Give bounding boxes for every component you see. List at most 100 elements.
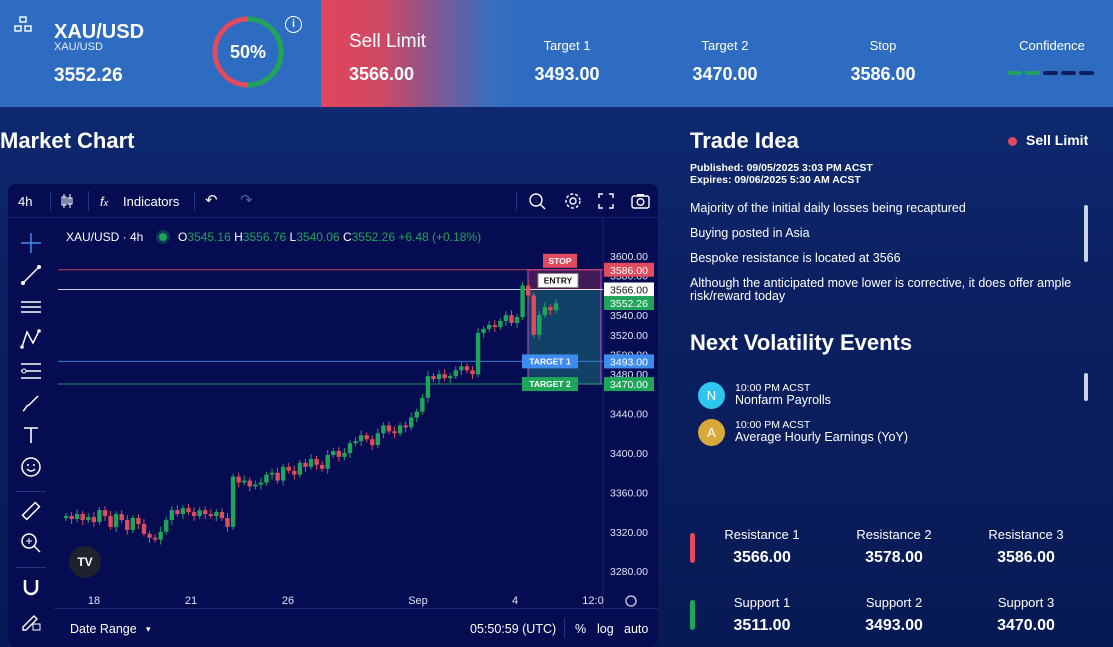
resistance-indicator <box>690 533 695 563</box>
support-3-label: Support 3 <box>997 595 1055 610</box>
signal-panel: Sell Limit 3566.00 Target 1 3493.00 Targ… <box>321 0 1112 107</box>
candle <box>108 516 113 527</box>
candle <box>241 480 247 483</box>
candle <box>336 451 342 457</box>
candle <box>386 425 392 432</box>
magnet-icon[interactable] <box>20 576 42 598</box>
trade-idea-point: Buying posted in Asia <box>690 226 810 240</box>
support-indicator <box>690 600 695 630</box>
candle <box>525 285 531 296</box>
price-axis-tag-label: 3493.00 <box>610 356 648 368</box>
open-label: O <box>178 230 188 244</box>
current-price: 3552.26 <box>54 65 123 86</box>
info-icon[interactable]: i <box>285 16 302 33</box>
price-axis-tag-label: 3470.00 <box>610 379 648 391</box>
tradingview-logo-icon[interactable]: TV <box>69 546 101 578</box>
toolbar-divider <box>16 491 46 492</box>
x-tick-label: Sep <box>408 595 428 607</box>
market-chart-heading: Market Chart <box>0 128 135 153</box>
candles-icon[interactable] <box>60 193 74 209</box>
candle <box>91 517 97 522</box>
expires-date: Expires: 09/06/2025 5:30 AM ACST <box>690 174 861 186</box>
candle <box>403 425 408 428</box>
candle <box>347 443 353 453</box>
close-label: C <box>342 230 352 244</box>
candle <box>97 510 102 522</box>
support-2-label: Support 2 <box>865 595 923 610</box>
quick-search-icon[interactable] <box>528 192 546 210</box>
signal-label: Sell Limit <box>349 31 427 52</box>
stop-label: Stop <box>869 38 897 53</box>
candle <box>486 324 492 329</box>
candle <box>219 512 225 519</box>
published-date: Published: 09/05/2025 3:03 PM ACST <box>690 162 873 174</box>
level-tag <box>522 354 578 369</box>
price-axis-tag <box>604 282 654 297</box>
confidence-meter <box>1007 71 1094 75</box>
log-toggle[interactable]: log <box>597 622 614 636</box>
support-2-value: 3493.00 <box>865 617 923 634</box>
candle <box>325 454 330 469</box>
price-chart[interactable]: 3600.003580.003560.003540.003520.003500.… <box>8 184 658 608</box>
event-badge-icon: A <box>698 419 725 446</box>
camera-icon[interactable] <box>631 193 650 209</box>
settings-gear-icon[interactable] <box>564 192 582 210</box>
resistance-2: Resistance 2 3578.00 <box>834 527 954 567</box>
indicators-icon[interactable]: fx <box>100 194 109 209</box>
candle <box>431 376 436 380</box>
candle <box>253 484 258 487</box>
parallel-lines-icon[interactable] <box>20 296 42 318</box>
event-badge-icon: N <box>698 382 725 409</box>
stop-value: 3586.00 <box>850 64 916 84</box>
undo-icon[interactable]: ↶ <box>205 192 218 209</box>
pattern-tool-icon[interactable] <box>20 328 42 350</box>
y-tick-label: 3320.00 <box>610 527 648 539</box>
lock-drawing-icon[interactable] <box>20 610 42 632</box>
indicators-button[interactable]: Indicators <box>123 194 180 209</box>
price-axis-tag <box>604 296 654 311</box>
candle <box>481 328 486 333</box>
level-tag <box>522 377 578 392</box>
high-value: 3556.76 <box>242 230 287 244</box>
zoom-in-icon[interactable] <box>20 532 42 554</box>
crosshair-icon[interactable] <box>20 232 42 254</box>
volatility-scrollbar[interactable] <box>1084 373 1088 401</box>
trade-status: Sell Limit <box>1026 132 1089 148</box>
event-name: Nonfarm Payrolls <box>735 393 831 407</box>
high-label: H <box>234 230 243 244</box>
emoji-icon[interactable] <box>20 456 42 478</box>
event-time: 10:00 PM ACST <box>735 419 811 431</box>
brush-icon[interactable] <box>20 392 42 414</box>
trade-idea-point: Although the anticipated move lower is c… <box>690 276 1072 303</box>
y-tick-label: 3600.00 <box>610 251 648 263</box>
percent-toggle[interactable]: % <box>575 622 587 636</box>
text-tool-icon[interactable] <box>20 424 42 446</box>
chart-widget[interactable]: 4h fx Indicators ↶ ↷ <box>8 184 658 647</box>
fib-tool-icon[interactable] <box>20 360 42 382</box>
trend-line-icon[interactable] <box>20 264 42 286</box>
candle <box>381 425 386 434</box>
auto-toggle[interactable]: auto <box>624 622 649 636</box>
y-tick-label: 3520.00 <box>610 330 648 342</box>
ruler-icon[interactable] <box>20 500 42 522</box>
interval-selector[interactable]: 4h <box>18 194 33 209</box>
trade-idea-scrollbar[interactable] <box>1084 205 1088 262</box>
price-axis-tag-label: 3586.00 <box>610 265 648 277</box>
chevron-down-icon[interactable]: ▾ <box>146 624 151 634</box>
candle <box>180 508 186 515</box>
candle <box>147 533 152 538</box>
candle <box>531 295 536 335</box>
candle <box>314 458 319 465</box>
candle <box>230 476 236 527</box>
redo-icon[interactable]: ↷ <box>240 192 253 209</box>
candle <box>152 537 158 540</box>
candle <box>353 441 358 444</box>
fullscreen-icon[interactable] <box>598 193 614 209</box>
candle <box>319 464 325 469</box>
date-range-button[interactable]: Date Range <box>70 622 137 636</box>
symbol-subtitle: XAU/USD <box>54 41 103 53</box>
candle <box>397 425 403 434</box>
utc-clock[interactable]: 05:50:59 (UTC) <box>470 622 557 636</box>
support-2: Support 2 3493.00 <box>834 595 954 635</box>
confidence-label: Confidence <box>1019 38 1085 53</box>
